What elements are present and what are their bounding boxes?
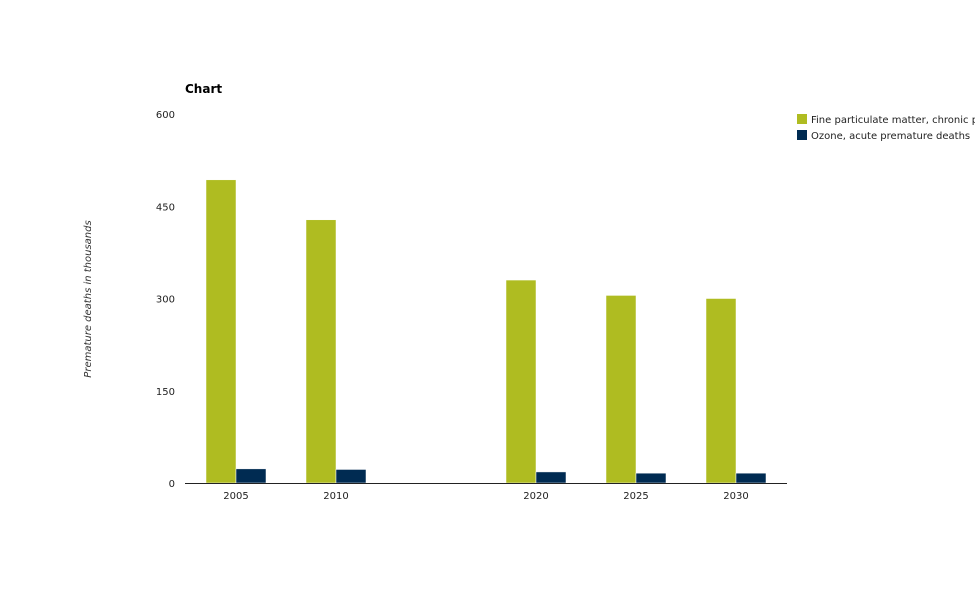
legend-label: Fine particulate matter, chronic p <box>811 115 975 126</box>
x-tick-label: 2020 <box>523 491 548 502</box>
bar-series-0-2010[interactable] <box>305 219 337 484</box>
y-axis-label: Premature deaths in thousands <box>83 220 94 377</box>
bar-series-1-2020[interactable] <box>535 471 567 484</box>
bar-series-0-2025[interactable] <box>605 295 637 484</box>
x-axis: 2005 2010 2020 2025 2030 <box>223 491 748 502</box>
legend[interactable]: Fine particulate matter, chronic p Ozone,… <box>797 114 975 142</box>
y-axis: 0 150 300 450 600 <box>156 110 175 490</box>
y-tick-label: 600 <box>156 110 175 121</box>
y-tick-label: 150 <box>156 387 175 398</box>
legend-label: Ozone, acute premature deaths <box>811 131 970 142</box>
bar-series-1-2025[interactable] <box>635 472 667 484</box>
legend-swatch <box>797 130 807 140</box>
y-tick-label: 450 <box>156 202 175 213</box>
legend-swatch <box>797 114 807 124</box>
bar-series-0-2030[interactable] <box>705 298 737 484</box>
plot-area <box>205 179 767 484</box>
bar-series-1-2010[interactable] <box>335 469 367 484</box>
y-tick-label: 300 <box>156 295 175 306</box>
bar-series-0-2020[interactable] <box>505 279 537 484</box>
x-tick-label: 2010 <box>323 491 348 502</box>
bar-series-0-2005[interactable] <box>205 179 237 484</box>
x-tick-label: 2025 <box>623 491 648 502</box>
x-tick-label: 2030 <box>723 491 748 502</box>
bar-series-1-2005[interactable] <box>235 468 267 484</box>
x-tick-label: 2005 <box>223 491 248 502</box>
bar-series-1-2030[interactable] <box>735 472 767 484</box>
chart-title: Chart <box>185 82 222 96</box>
y-tick-label: 0 <box>169 479 175 490</box>
